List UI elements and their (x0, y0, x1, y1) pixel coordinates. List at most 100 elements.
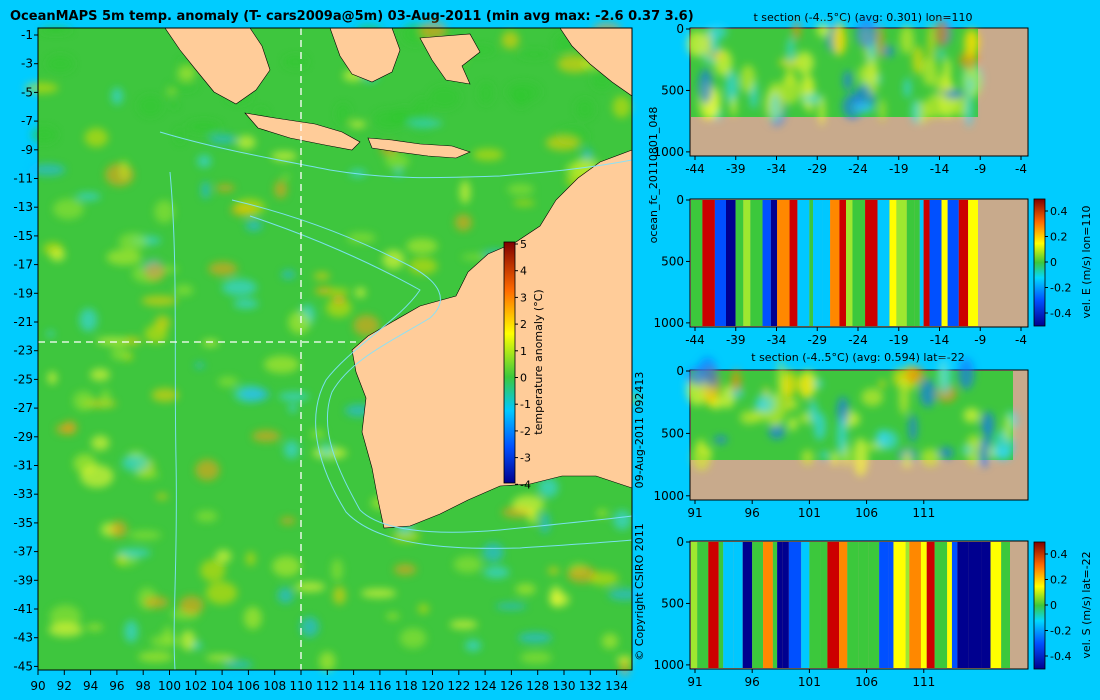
anomaly-patch (252, 430, 281, 443)
lon-tick-label: 130 (553, 679, 576, 693)
section-temp-patch (905, 366, 925, 384)
lat-tick-label: -9 (21, 143, 33, 157)
temperature-colorbar-scale (503, 241, 516, 484)
velocity-stripe (742, 542, 753, 668)
section-temp-patch (965, 434, 983, 466)
section-temp-patch (927, 23, 935, 63)
anomaly-patch (349, 169, 367, 178)
velocity-stripe (827, 542, 840, 668)
t-lat-x-tick-label: 101 (798, 506, 821, 520)
velocity-stripe (879, 542, 889, 668)
velocity-stripe (1001, 542, 1010, 668)
lon-tick-label: 104 (211, 679, 234, 693)
lon-tick-label: 92 (57, 679, 72, 693)
anomaly-patch (385, 153, 410, 169)
vel-e-colorbar-scale (1033, 198, 1046, 327)
anomaly-patch (177, 66, 196, 81)
anomaly-patch (263, 355, 300, 374)
lat-tick-label: -7 (21, 114, 33, 128)
section-temp-patch (843, 70, 853, 91)
anomaly-patch (507, 183, 535, 195)
anomaly-patch (459, 180, 471, 204)
section-temp-patch (831, 25, 847, 56)
temperature-colorbar-tick: -4 (520, 478, 531, 491)
velocity-stripe (702, 200, 715, 326)
v-lat-x-tick-label: 101 (798, 675, 821, 689)
anomaly-patch (515, 583, 536, 595)
vel-s-colorbar-tick: -0.2 (1050, 625, 1071, 638)
anomaly-patch (406, 238, 438, 254)
temperature-colorbar-tick: -3 (520, 452, 531, 465)
anomaly-patch (46, 330, 55, 337)
section-temp-patch (801, 449, 814, 466)
lon-tick-label: 90 (30, 679, 45, 693)
anomaly-patch (117, 553, 127, 566)
velocity-stripe (789, 200, 798, 326)
anomaly-patch (393, 168, 404, 177)
velocity-stripe (905, 542, 910, 668)
lat-tick-label: -3 (21, 57, 33, 71)
section-temp-patch (963, 28, 978, 61)
temperature-colorbar: 5 4 3 2 1 0 -1 -2 -3 -4 temperature anomaly (°C) (503, 238, 545, 491)
lon-tick-label: 128 (526, 679, 549, 693)
anomaly-patch (281, 270, 296, 280)
u-lon-y-tick-label: 0 (676, 193, 684, 207)
velocity-stripe (919, 200, 924, 326)
velocity-stripe (865, 200, 878, 326)
velocity-stripe (877, 200, 890, 326)
velocity-stripe (845, 200, 853, 326)
section-temp-patch (879, 379, 886, 389)
section-temp-patch (836, 416, 848, 456)
anomaly-patch (144, 324, 168, 344)
anomaly-patch (151, 388, 179, 402)
section-temp-patch (686, 367, 707, 386)
t-lon-x-tick-label: -4 (1015, 162, 1027, 176)
temperature-colorbar-tick: -1 (520, 398, 531, 411)
anomaly-patch (407, 119, 443, 127)
lon-tick-label: 112 (316, 679, 339, 693)
anomaly-patch (545, 135, 580, 151)
section-temp-patch (778, 57, 801, 68)
velocity-stripe (920, 542, 927, 668)
section-temp-patch (938, 446, 954, 459)
section-temp-patch (934, 19, 949, 47)
anomaly-patch (360, 588, 397, 599)
copyright-label: © Copyright CSIRO 2011 (633, 523, 646, 660)
anomaly-patch (143, 596, 169, 609)
section-temp-patch (770, 92, 780, 121)
vel-s-colorbar-tick: 0 (1050, 599, 1057, 612)
anomaly-patch (274, 180, 288, 199)
anomaly-patch (167, 82, 197, 91)
lat-tick-label: -35 (13, 516, 33, 530)
map-frame (37, 27, 633, 671)
section-temp-patch (818, 95, 826, 126)
section-temp-patch (687, 31, 707, 57)
velocity-stripe (957, 542, 969, 668)
section-temp-patch (692, 444, 711, 471)
section-temp-patch (937, 356, 952, 396)
velocity-stripe (830, 200, 840, 326)
velocity-stripe (718, 542, 724, 668)
lat-tick-label: -27 (13, 401, 33, 415)
anomaly-patch (167, 88, 176, 96)
anomaly-patch (589, 571, 619, 586)
velocity-stripe (723, 542, 734, 668)
anomaly-patch (110, 520, 128, 538)
anomaly-patch (223, 660, 253, 669)
anomaly-patch (294, 581, 326, 592)
anomaly-patch (319, 651, 336, 672)
section-temp-patch (965, 93, 973, 127)
anomaly-patch (483, 566, 510, 579)
anomaly-patch (47, 371, 58, 385)
section-temp-patch (903, 77, 912, 98)
anomaly-patch (123, 336, 142, 346)
anomaly-patch (449, 619, 478, 630)
anomaly-patch (346, 232, 376, 244)
section-temp-patch (787, 417, 798, 431)
anomaly-patch (518, 50, 551, 59)
velocity-stripe (762, 200, 771, 326)
section-temp-patch (704, 29, 712, 62)
anomaly-patch (215, 549, 232, 564)
section-temp-patch (816, 23, 830, 38)
